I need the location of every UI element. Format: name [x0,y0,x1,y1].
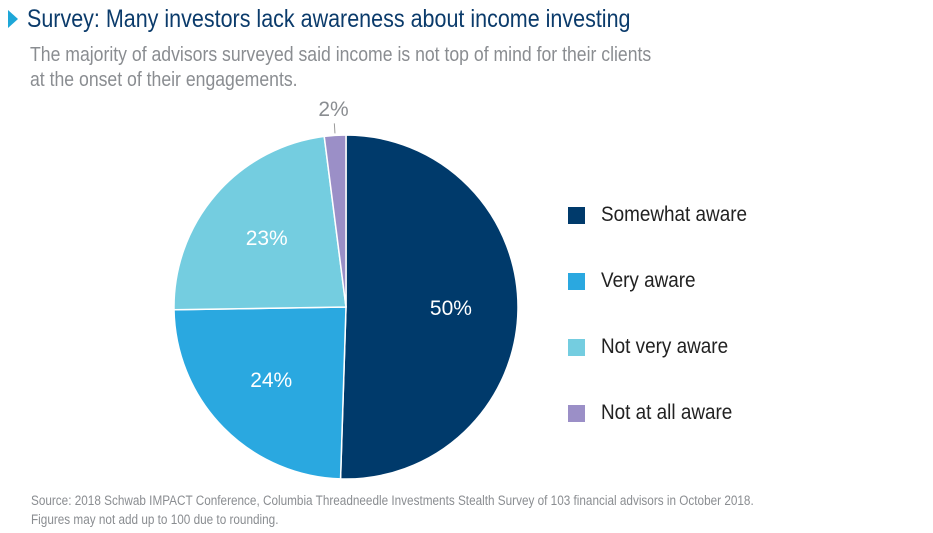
source-note: Source: 2018 Schwab IMPACT Conference, C… [31,491,901,529]
source-line-2: Figures may not add up to 100 due to rou… [31,512,279,527]
leader-line-not-at-all-aware [333,123,336,134]
data-label-somewhat-aware: 50% [430,297,472,320]
legend-item-somewhat-aware: Somewhat aware [568,200,763,230]
legend-label-not-very-aware: Not very aware [601,335,729,358]
pie-slice-not-very-aware [173,135,347,311]
legend-label-very-aware: Very aware [601,269,696,292]
pie-slice-very-aware [173,306,347,480]
legend-item-very-aware: Very aware [568,266,706,296]
legend-item-not-very-aware: Not very aware [568,332,742,362]
legend-swatch-somewhat-aware [568,206,585,224]
pie-slice-not-at-all-aware [323,134,347,308]
chart-subtitle: The majority of advisors surveyed said i… [30,42,804,92]
legend-item-not-at-all-aware: Not at all aware [568,398,747,428]
legend-swatch-very-aware [568,272,585,290]
title-row: Survey: Many investors lack awareness ab… [8,4,729,34]
data-label-not-very-aware: 23% [246,227,288,250]
chart-title: Survey: Many investors lack awareness ab… [27,4,631,33]
title-arrow-icon [8,10,18,28]
data-label-very-aware: 24% [250,369,292,392]
legend-label-not-at-all-aware: Not at all aware [601,401,733,424]
legend-swatch-not-very-aware [568,338,585,356]
legend-swatch-not-at-all-aware [568,404,585,422]
subtitle-line-2: at the onset of their engagements. [30,68,298,91]
legend-label-somewhat-aware: Somewhat aware [601,203,748,226]
data-label-not-at-all-aware: 2% [318,98,348,121]
subtitle-line-1: The majority of advisors surveyed said i… [30,43,652,66]
source-line-1: Source: 2018 Schwab IMPACT Conference, C… [31,493,754,508]
pie-slice-somewhat-aware [339,134,519,480]
